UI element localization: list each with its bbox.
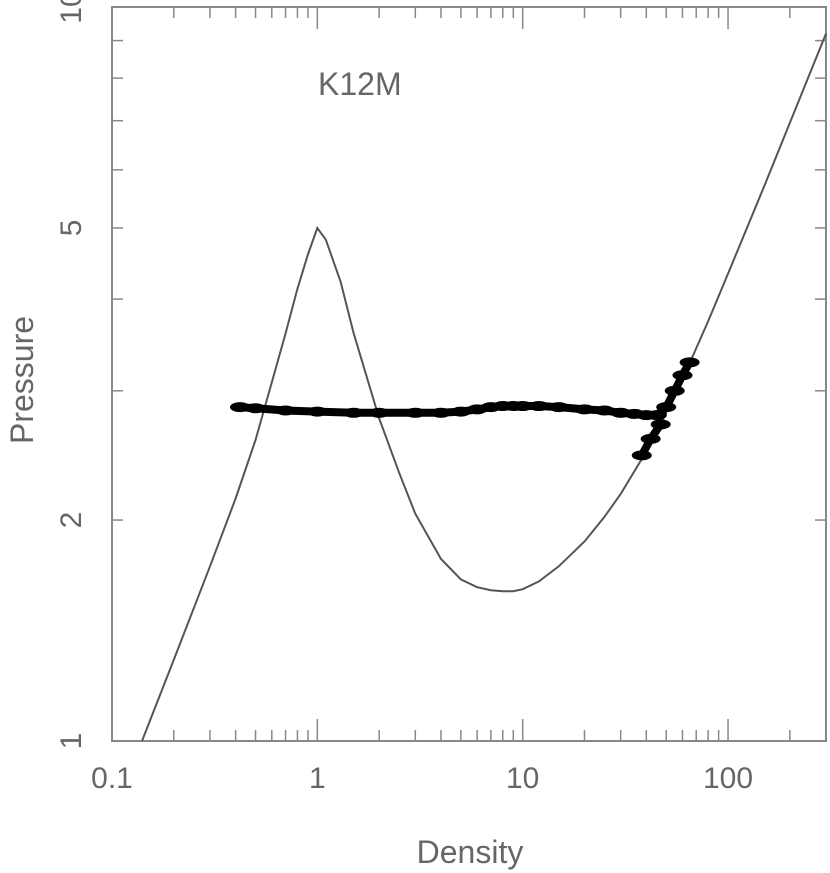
y-axis-title: Pressure <box>4 316 40 444</box>
y-tick-label: 5 <box>55 220 88 237</box>
y-tick-label: 1 <box>55 733 88 750</box>
x-axis-title: Density <box>417 834 524 870</box>
scatter-band-segment <box>646 420 665 443</box>
scatter-band-segment <box>554 403 589 414</box>
scatter-band-segment <box>678 358 694 380</box>
scatter-band-segment <box>251 404 290 415</box>
plot-frame <box>111 6 827 742</box>
x-tick-label: 100 <box>703 762 753 795</box>
scatter-points <box>229 357 700 461</box>
x-axis-ticks: 0.1 1 10 100 <box>91 7 827 795</box>
scatter-band-segment <box>313 407 358 417</box>
y-axis-ticks: 1 2 5 10 <box>55 0 826 749</box>
x-tick-label: 0.1 <box>91 762 133 795</box>
pressure-curve <box>141 33 827 742</box>
x-tick-label: 10 <box>506 762 539 795</box>
y-tick-label: 10 <box>55 0 88 24</box>
scatter-band-segment <box>281 406 322 416</box>
x-tick-label: 1 <box>309 762 326 795</box>
y-tick-label: 2 <box>55 512 88 529</box>
chart-annotation: K12M <box>318 66 402 102</box>
